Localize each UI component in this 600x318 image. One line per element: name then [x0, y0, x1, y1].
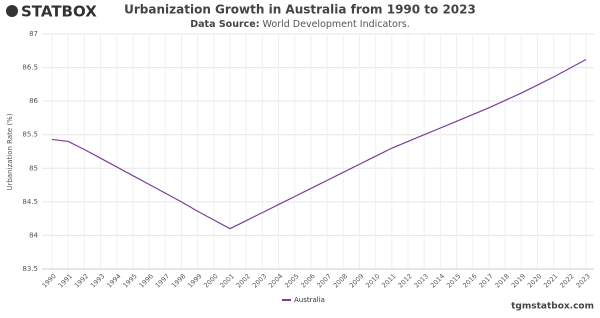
logo: STATBOX: [6, 3, 97, 21]
y-tick-label: 83.5: [22, 265, 38, 273]
x-tick-label: 2014: [429, 272, 446, 289]
y-tick-label: 85.5: [22, 131, 38, 139]
x-tick-label: 1998: [170, 272, 187, 289]
chart-title: Urbanization Growth in Australia from 19…: [124, 3, 476, 17]
x-tick-label: 2004: [267, 272, 284, 289]
line: [51, 58, 587, 230]
x-tick-label: 2015: [445, 272, 462, 289]
x-tick-label: 1991: [57, 272, 74, 289]
chart-subtitle: Data Source: World Development Indicator…: [190, 19, 409, 30]
x-tick-label: 2012: [396, 272, 413, 289]
x-tick-label: 2013: [413, 272, 430, 289]
x-tick-label: 2001: [218, 272, 235, 289]
x-tick-label: 1993: [89, 272, 106, 289]
x-tick-label: 2016: [461, 272, 478, 289]
y-tick-label: 84.5: [22, 198, 38, 206]
x-tick-label: 2023: [574, 272, 591, 289]
y-tick-label: 86.5: [22, 64, 38, 72]
x-tick-label: 2019: [510, 272, 527, 289]
logo-text: STATBOX: [21, 3, 97, 21]
x-tick-label: 2008: [332, 272, 349, 289]
x-tick-label: 1996: [138, 272, 155, 289]
y-tick-label: 86: [29, 97, 38, 105]
x-tick-label: 2022: [558, 272, 575, 289]
y-tick-label: 87: [29, 30, 38, 38]
x-tick-label: 1999: [186, 272, 203, 289]
x-tick-label: 1990: [40, 272, 57, 289]
x-tick-label: 2002: [235, 272, 252, 289]
legend-label: Australia: [294, 296, 325, 304]
x-tick-label: 2005: [283, 272, 300, 289]
x-tick-label: 2006: [299, 272, 316, 289]
x-tick-label: 2007: [316, 272, 333, 289]
y-axis-label: Urbanization Rate (%): [6, 113, 14, 190]
subtitle-text: World Development Indicators.: [263, 19, 410, 30]
x-tick-label: 2011: [380, 272, 397, 289]
x-tick-label: 2017: [477, 272, 494, 289]
logo-icon: [6, 5, 18, 17]
x-tick-label: 2009: [348, 272, 365, 289]
x-tick-label: 1992: [73, 272, 90, 289]
x-tick-label: 2020: [526, 272, 543, 289]
footer: tgmstatbox.com: [511, 302, 594, 312]
x-tick-label: 1995: [121, 272, 138, 289]
x-tick-label: 2018: [494, 272, 511, 289]
x-tick-label: 2021: [542, 272, 559, 289]
x-tick-label: 2000: [202, 272, 219, 289]
y-tick-label: 84: [29, 231, 38, 239]
x-tick-label: 2010: [364, 272, 381, 289]
subtitle-label: Data Source:: [190, 19, 259, 30]
x-tick-label: 1997: [154, 272, 171, 289]
x-tick-label: 2003: [251, 272, 268, 289]
x-tick-label: 1994: [105, 272, 122, 289]
y-tick-label: 85: [29, 164, 38, 172]
